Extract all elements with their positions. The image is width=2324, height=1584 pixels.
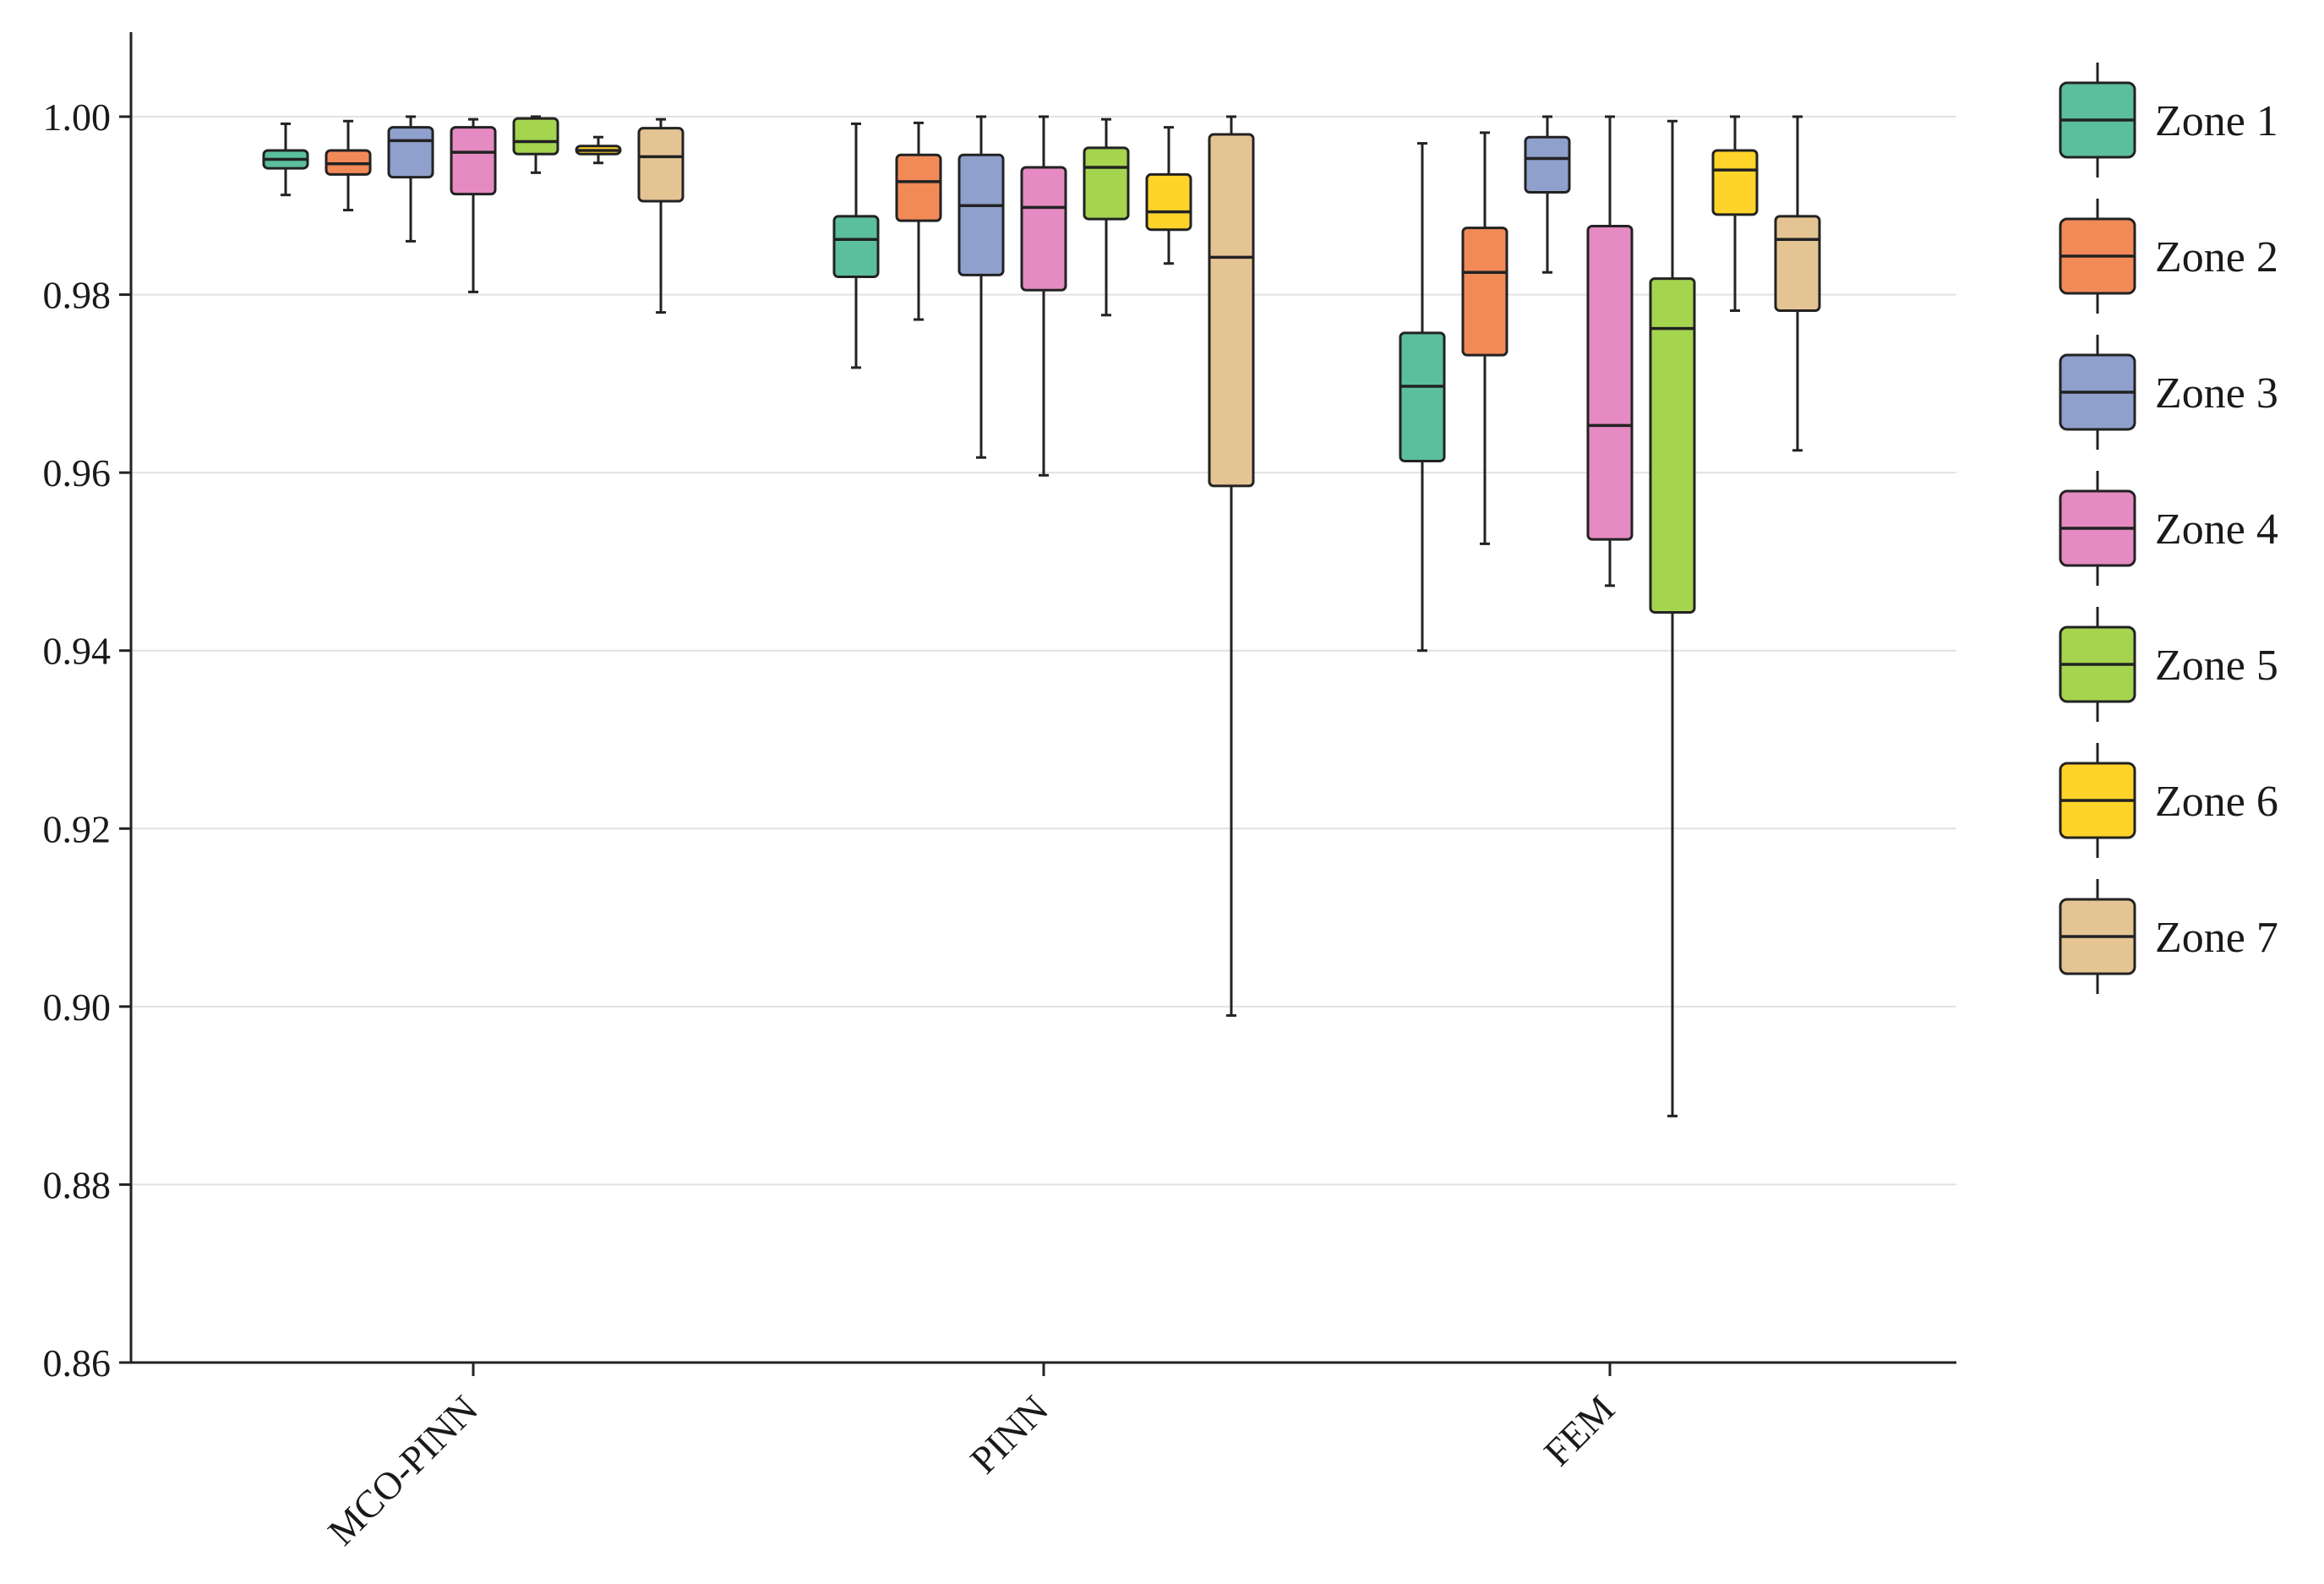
- box-zone-6-fem: [1711, 115, 1759, 313]
- box-body: [637, 127, 685, 203]
- box-zone-1-mco-pinn: [262, 122, 309, 197]
- x-tick-label: MCO-PINN: [319, 1387, 486, 1554]
- box-body: [1145, 172, 1192, 232]
- box-body: [450, 126, 497, 196]
- y-tick-label: 0.96: [43, 451, 112, 494]
- legend-item-zone-1: Zone 1: [2059, 63, 2278, 178]
- box-body: [1461, 227, 1508, 357]
- box-body: [1208, 133, 1255, 488]
- legend-label: Zone 3: [2155, 369, 2278, 418]
- box-body: [1020, 166, 1067, 292]
- y-tick-label: 0.94: [43, 630, 112, 673]
- legend-item-zone-3: Zone 3: [2059, 335, 2278, 450]
- box-body: [895, 153, 942, 222]
- y-tick-label: 0.90: [43, 986, 112, 1029]
- box-body: [1649, 277, 1696, 614]
- y-tick-label: 0.98: [43, 274, 112, 317]
- y-axis-ticks: 0.86 0.88 0.90 0.92 0.94 0.96 0.98 1.00: [43, 96, 131, 1385]
- box-zone-5-mco-pinn: [512, 115, 559, 174]
- box-body: [1083, 146, 1130, 221]
- box-body: [1774, 215, 1821, 313]
- box-zone-5-pinn: [1083, 117, 1130, 317]
- legend: Zone 1 Zone 2 Zone 3 Zone 4 Zone 5 Zone 6 Zone…: [2059, 63, 2278, 994]
- box-zone-3-fem: [1524, 115, 1571, 274]
- box-body: [957, 153, 1005, 276]
- legend-label: Zone 2: [2155, 233, 2278, 281]
- legend-label: Zone 6: [2155, 778, 2278, 826]
- box-zone-5-fem: [1649, 119, 1696, 1117]
- y-tick-label: 0.92: [43, 807, 112, 850]
- x-axis-ticks: MCO-PINN PINN FEM: [319, 1363, 1623, 1554]
- box-zone-7-mco-pinn: [637, 117, 685, 314]
- legend-item-zone-6: Zone 6: [2059, 743, 2278, 858]
- box-zone-4-fem: [1586, 115, 1634, 587]
- legend-item-zone-5: Zone 5: [2059, 607, 2278, 722]
- box-zone-2-pinn: [895, 121, 942, 321]
- box-body: [1524, 135, 1571, 194]
- box-zone-7-fem: [1774, 115, 1821, 452]
- y-tick-label: 0.88: [43, 1163, 112, 1206]
- box-zone-2-fem: [1461, 131, 1508, 545]
- legend-label: Zone 7: [2155, 914, 2278, 962]
- legend-label: Zone 1: [2155, 97, 2278, 145]
- legend-item-zone-4: Zone 4: [2059, 471, 2278, 586]
- legend-label: Zone 5: [2155, 642, 2278, 690]
- legend-item-zone-2: Zone 2: [2059, 199, 2278, 314]
- box-body: [1586, 225, 1634, 541]
- y-tick-label: 0.86: [43, 1341, 112, 1385]
- box-zone-4-pinn: [1020, 115, 1067, 477]
- box-zone-4-mco-pinn: [450, 117, 497, 293]
- box-body: [387, 126, 434, 179]
- plot-area: [262, 115, 1821, 1117]
- legend-label: Zone 4: [2155, 505, 2278, 554]
- x-tick-label: PINN: [962, 1387, 1056, 1482]
- box-body: [832, 215, 880, 279]
- box-zone-3-pinn: [957, 115, 1005, 459]
- box-zone-3-mco-pinn: [387, 115, 434, 243]
- x-tick-label: FEM: [1536, 1387, 1623, 1474]
- box-zone-2-mco-pinn: [325, 119, 372, 212]
- box-zone-6-pinn: [1145, 126, 1192, 265]
- box-zone-1-pinn: [832, 122, 880, 369]
- box-zone-1-fem: [1399, 142, 1446, 653]
- box-body: [512, 117, 559, 156]
- box-body: [1399, 331, 1446, 462]
- box-zone-6-mco-pinn: [575, 135, 622, 165]
- legend-item-zone-7: Zone 7: [2059, 879, 2278, 994]
- y-tick-label: 1.00: [43, 96, 112, 139]
- box-zone-7-pinn: [1208, 115, 1255, 1017]
- box-body: [1711, 149, 1759, 216]
